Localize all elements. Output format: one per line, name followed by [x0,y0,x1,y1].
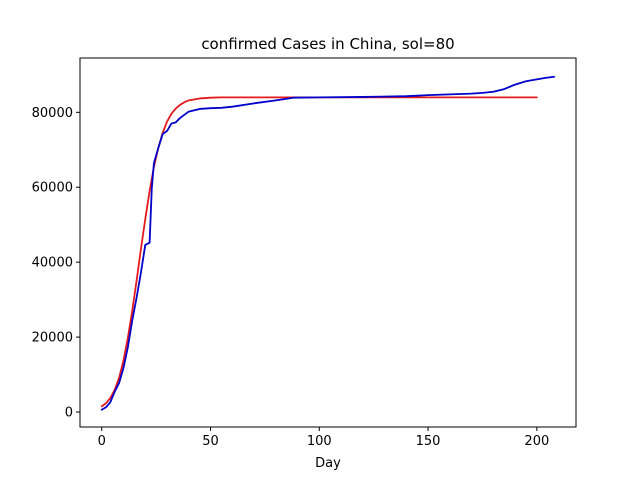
y-tick-label: 80000 [32,106,73,121]
series-layer [100,75,556,411]
x-tick-label: 100 [307,434,332,449]
y-tick-label: 60000 [32,181,73,196]
x-tick-label: 0 [98,434,106,449]
y-tick-label: 40000 [32,256,73,271]
x-tick-label: 50 [202,434,219,449]
axes-layer: 0 50 100 150 200 0 20000 40000 60000 80000 [32,57,577,449]
plot-frame [79,57,577,428]
x-tick-label: 150 [416,434,441,449]
series-line-2 [100,75,556,411]
series-line-1 [100,96,538,408]
x-axis-label: Day [315,456,341,471]
chart-title: confirmed Cases in China, sol=80 [201,35,454,53]
y-tick-label: 0 [65,406,73,421]
y-tick-label: 20000 [32,331,73,346]
x-tick-label: 200 [524,434,549,449]
